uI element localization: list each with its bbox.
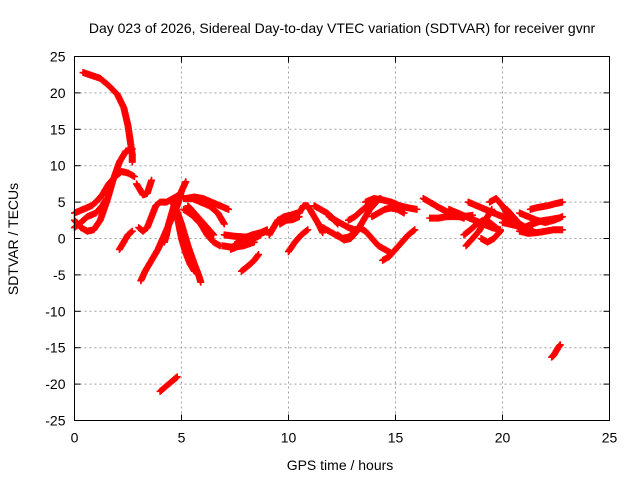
y-axis-label: SDTVAR / TECUs	[5, 183, 21, 295]
data-point	[128, 158, 136, 166]
data-point	[304, 226, 312, 234]
series-arc47	[520, 214, 562, 232]
y-tick-label: -5	[53, 267, 66, 283]
series-arc40	[477, 227, 504, 246]
y-tick-label: -10	[45, 303, 65, 319]
series-arc21	[265, 209, 301, 239]
x-tick-label: 5	[178, 430, 186, 446]
series-arc31	[355, 224, 395, 257]
data-point	[558, 213, 566, 221]
y-tick-label: 20	[50, 85, 66, 101]
series-arc8	[133, 176, 156, 199]
series-arc3	[71, 168, 138, 217]
data-point	[220, 220, 228, 228]
data-point	[172, 374, 180, 382]
y-tick-label: -15	[45, 340, 65, 356]
series-arc23	[285, 226, 312, 256]
series-arc14	[182, 193, 233, 213]
data-point	[411, 226, 419, 234]
x-tick-label: 25	[602, 430, 618, 446]
data-point	[303, 227, 311, 235]
series-arc15	[184, 202, 218, 239]
x-tick-label: 15	[388, 430, 404, 446]
data-series	[71, 69, 566, 395]
x-tick-label: 0	[71, 430, 79, 446]
data-point	[209, 230, 217, 238]
series-arc39	[464, 198, 515, 224]
data-point	[556, 341, 564, 349]
data-point	[128, 145, 136, 153]
data-point	[413, 205, 421, 213]
data-point	[491, 223, 499, 231]
y-tick-label: 10	[50, 158, 66, 174]
series-arc33	[368, 204, 408, 221]
series-arc48	[156, 373, 181, 395]
series-arc49	[548, 341, 564, 361]
data-point	[182, 178, 190, 186]
y-tick-label: -25	[45, 413, 65, 429]
data-point	[225, 205, 233, 213]
series-arc20	[231, 226, 271, 248]
data-point	[554, 214, 562, 222]
y-tick-label: 25	[50, 49, 66, 65]
data-point	[128, 227, 136, 235]
y-tick-label: 5	[58, 194, 66, 210]
data-point	[400, 209, 408, 217]
data-point	[496, 227, 504, 235]
series-arc32	[379, 226, 419, 264]
data-point	[197, 278, 205, 286]
x-axis-label: GPS time / hours	[287, 457, 394, 473]
series-arc4	[71, 194, 111, 232]
series-arc19	[237, 251, 263, 275]
data-point	[175, 191, 183, 199]
x-tick-label: 10	[281, 430, 297, 446]
axis-ticks: 0 5 10 15 20 25 25 20 15 10 5 0 -5 -10 -15 -20 -25	[45, 49, 617, 446]
data-point	[558, 226, 566, 234]
data-point	[254, 252, 262, 260]
chart-title: Day 023 of 2026, Sidereal Day-to-day VTE…	[89, 20, 596, 36]
series-arc1	[79, 69, 136, 166]
data-point	[558, 198, 566, 206]
series-arc11	[171, 202, 205, 286]
data-point	[173, 373, 181, 381]
data-point	[148, 176, 156, 184]
data-point	[410, 227, 418, 235]
series-arc44	[516, 226, 566, 237]
data-point	[103, 194, 111, 202]
series-arc30	[362, 194, 421, 213]
x-tick-label: 20	[495, 430, 511, 446]
data-point	[255, 251, 263, 259]
y-tick-label: 0	[58, 231, 66, 247]
data-point	[492, 224, 500, 232]
series-arc22	[276, 213, 303, 228]
data-point	[127, 228, 135, 236]
data-point	[130, 173, 138, 181]
series-arc7	[135, 191, 183, 235]
data-point	[210, 231, 218, 239]
y-tick-label: -20	[45, 376, 65, 392]
series-arc5	[115, 227, 136, 253]
data-point	[495, 228, 503, 236]
y-tick-label: 15	[50, 121, 66, 137]
series-arc46	[526, 198, 566, 213]
grid	[74, 56, 610, 421]
